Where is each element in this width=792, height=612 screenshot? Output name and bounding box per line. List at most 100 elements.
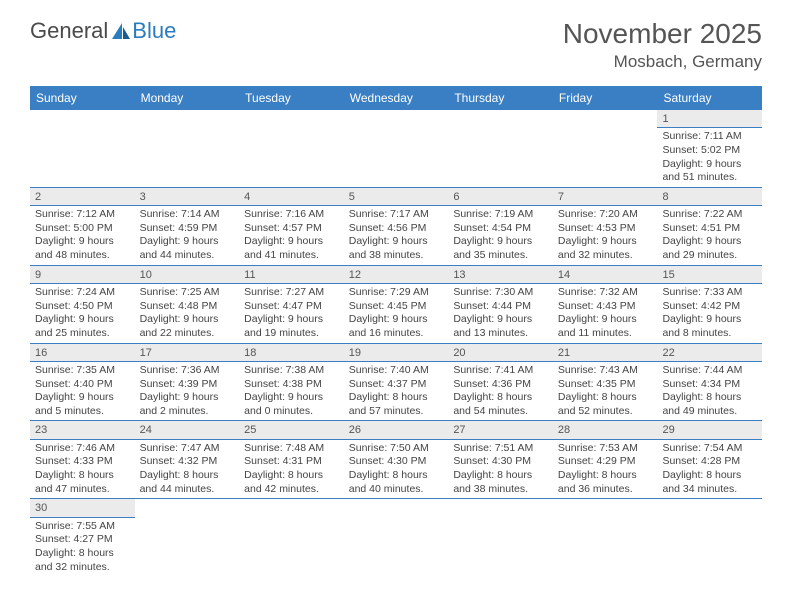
day-number: 13 <box>448 266 553 284</box>
day-details: Sunrise: 7:55 AMSunset: 4:27 PMDaylight:… <box>30 520 135 577</box>
day-cell: 26Sunrise: 7:50 AMSunset: 4:30 PMDayligh… <box>344 421 449 498</box>
sunrise-line: Sunrise: 7:47 AM <box>140 442 235 456</box>
daylight-line: Daylight: 9 hours and 11 minutes. <box>558 313 653 340</box>
empty-cell <box>344 499 449 576</box>
day-number: 22 <box>657 344 762 362</box>
daylight-line: Daylight: 9 hours and 19 minutes. <box>244 313 339 340</box>
day-cell: 9Sunrise: 7:24 AMSunset: 4:50 PMDaylight… <box>30 266 135 343</box>
day-details: Sunrise: 7:32 AMSunset: 4:43 PMDaylight:… <box>553 286 658 343</box>
day-cell: 30 Sunrise: 7:55 AMSunset: 4:27 PMDayligh… <box>30 499 135 576</box>
day-cell: 16Sunrise: 7:35 AMSunset: 4:40 PMDayligh… <box>30 344 135 421</box>
daylight-line: Daylight: 9 hours and 13 minutes. <box>453 313 548 340</box>
sunset-line: Sunset: 4:32 PM <box>140 455 235 469</box>
sunset-line: Sunset: 4:40 PM <box>35 378 130 392</box>
day-header-cell: Wednesday <box>344 86 449 110</box>
day-number: 27 <box>448 421 553 439</box>
sunrise-line: Sunrise: 7:29 AM <box>349 286 444 300</box>
sunset-line: Sunset: 4:57 PM <box>244 222 339 236</box>
empty-cell <box>448 110 553 187</box>
daylight-line: Daylight: 8 hours and 38 minutes. <box>453 469 548 496</box>
day-details: Sunrise: 7:53 AMSunset: 4:29 PMDaylight:… <box>553 442 658 499</box>
week-row: 1Sunrise: 7:11 AMSunset: 5:02 PMDaylight… <box>30 110 762 188</box>
daylight-line: Daylight: 8 hours and 57 minutes. <box>349 391 444 418</box>
day-number: 1 <box>657 110 762 128</box>
day-header-cell: Monday <box>135 86 240 110</box>
daylight-line: Daylight: 9 hours and 8 minutes. <box>662 313 757 340</box>
daylight-line: Daylight: 9 hours and 16 minutes. <box>349 313 444 340</box>
sunrise-line: Sunrise: 7:51 AM <box>453 442 548 456</box>
sunrise-line: Sunrise: 7:40 AM <box>349 364 444 378</box>
empty-cell <box>30 110 135 187</box>
sunrise-line: Sunrise: 7:48 AM <box>244 442 339 456</box>
day-details: Sunrise: 7:50 AMSunset: 4:30 PMDaylight:… <box>344 442 449 499</box>
header: General Blue November 2025 Mosbach, Germ… <box>0 0 792 80</box>
week-row: 16Sunrise: 7:35 AMSunset: 4:40 PMDayligh… <box>30 344 762 422</box>
sunrise-line: Sunrise: 7:25 AM <box>140 286 235 300</box>
day-details: Sunrise: 7:36 AMSunset: 4:39 PMDaylight:… <box>135 364 240 421</box>
empty-cell <box>553 499 658 576</box>
empty-cell <box>344 110 449 187</box>
day-header-cell: Tuesday <box>239 86 344 110</box>
calendar: SundayMondayTuesdayWednesdayThursdayFrid… <box>30 86 762 576</box>
sunset-line: Sunset: 4:30 PM <box>453 455 548 469</box>
day-number: 20 <box>448 344 553 362</box>
sunset-line: Sunset: 4:56 PM <box>349 222 444 236</box>
day-cell: 13 Sunrise: 7:30 AMSunset: 4:44 PMDayligh… <box>448 266 553 343</box>
logo-sail-icon <box>110 21 132 41</box>
daylight-line: Daylight: 9 hours and 44 minutes. <box>140 235 235 262</box>
day-cell: 20Sunrise: 7:41 AMSunset: 4:36 PMDayligh… <box>448 344 553 421</box>
day-details: Sunrise: 7:16 AMSunset: 4:57 PMDaylight:… <box>239 208 344 265</box>
day-number: 11 <box>239 266 344 284</box>
sunset-line: Sunset: 4:50 PM <box>35 300 130 314</box>
day-number: 17 <box>135 344 240 362</box>
day-number: 8 <box>657 188 762 206</box>
sunset-line: Sunset: 4:37 PM <box>349 378 444 392</box>
day-cell: 11Sunrise: 7:27 AMSunset: 4:47 PMDayligh… <box>239 266 344 343</box>
sunrise-line: Sunrise: 7:54 AM <box>662 442 757 456</box>
day-number: 7 <box>553 188 658 206</box>
day-cell: 12Sunrise: 7:29 AMSunset: 4:45 PMDayligh… <box>344 266 449 343</box>
day-cell: 21Sunrise: 7:43 AMSunset: 4:35 PMDayligh… <box>553 344 658 421</box>
sunset-line: Sunset: 4:45 PM <box>349 300 444 314</box>
sunset-line: Sunset: 4:29 PM <box>558 455 653 469</box>
daylight-line: Daylight: 8 hours and 34 minutes. <box>662 469 757 496</box>
sunset-line: Sunset: 4:36 PM <box>453 378 548 392</box>
day-cell: 3Sunrise: 7:14 AMSunset: 4:59 PMDaylight… <box>135 188 240 265</box>
sunset-line: Sunset: 4:34 PM <box>662 378 757 392</box>
empty-cell <box>135 499 240 576</box>
sunrise-line: Sunrise: 7:55 AM <box>35 520 130 534</box>
day-details: Sunrise: 7:54 AMSunset: 4:28 PMDaylight:… <box>657 442 762 499</box>
sunrise-line: Sunrise: 7:41 AM <box>453 364 548 378</box>
day-details: Sunrise: 7:30 AMSunset: 4:44 PMDaylight:… <box>448 286 553 343</box>
day-number: 6 <box>448 188 553 206</box>
day-details: Sunrise: 7:46 AMSunset: 4:33 PMDaylight:… <box>30 442 135 499</box>
sunrise-line: Sunrise: 7:36 AM <box>140 364 235 378</box>
daylight-line: Daylight: 9 hours and 2 minutes. <box>140 391 235 418</box>
daylight-line: Daylight: 8 hours and 52 minutes. <box>558 391 653 418</box>
day-details: Sunrise: 7:43 AMSunset: 4:35 PMDaylight:… <box>553 364 658 421</box>
day-number: 24 <box>135 421 240 439</box>
day-details: Sunrise: 7:24 AMSunset: 4:50 PMDaylight:… <box>30 286 135 343</box>
day-details: Sunrise: 7:47 AMSunset: 4:32 PMDaylight:… <box>135 442 240 499</box>
empty-cell <box>553 110 658 187</box>
day-details: Sunrise: 7:51 AMSunset: 4:30 PMDaylight:… <box>448 442 553 499</box>
sunrise-line: Sunrise: 7:44 AM <box>662 364 757 378</box>
day-number: 5 <box>344 188 449 206</box>
sunrise-line: Sunrise: 7:19 AM <box>453 208 548 222</box>
sunset-line: Sunset: 5:00 PM <box>35 222 130 236</box>
sunrise-line: Sunrise: 7:20 AM <box>558 208 653 222</box>
sunset-line: Sunset: 4:59 PM <box>140 222 235 236</box>
day-number: 18 <box>239 344 344 362</box>
daylight-line: Daylight: 8 hours and 49 minutes. <box>662 391 757 418</box>
day-cell: 24 Sunrise: 7:47 AMSunset: 4:32 PMDayligh… <box>135 421 240 498</box>
sunset-line: Sunset: 4:39 PM <box>140 378 235 392</box>
sunset-line: Sunset: 4:33 PM <box>35 455 130 469</box>
day-number: 30 <box>30 499 135 517</box>
day-cell: 22 Sunrise: 7:44 AMSunset: 4:34 PMDayligh… <box>657 344 762 421</box>
sunrise-line: Sunrise: 7:53 AM <box>558 442 653 456</box>
day-details: Sunrise: 7:38 AMSunset: 4:38 PMDaylight:… <box>239 364 344 421</box>
sunrise-line: Sunrise: 7:16 AM <box>244 208 339 222</box>
daylight-line: Daylight: 9 hours and 25 minutes. <box>35 313 130 340</box>
day-cell: 6Sunrise: 7:19 AMSunset: 4:54 PMDaylight… <box>448 188 553 265</box>
day-number: 29 <box>657 421 762 439</box>
